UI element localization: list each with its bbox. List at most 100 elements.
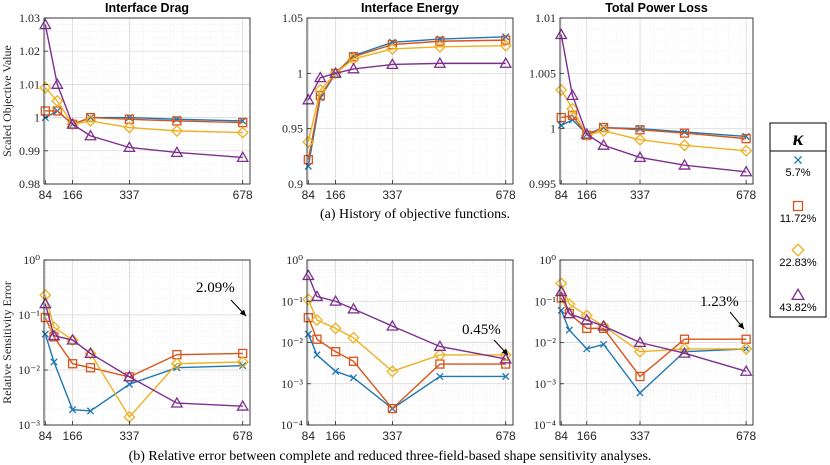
plot-area — [44, 18, 250, 184]
data-point — [680, 128, 689, 136]
x-tick-label: 166 — [326, 188, 346, 202]
data-point — [331, 367, 340, 375]
data-point — [580, 313, 594, 325]
data-point — [347, 62, 360, 74]
x-tick-label: 337 — [382, 429, 402, 443]
x-tick-label: 337 — [119, 429, 139, 443]
y-tick-label: 10⁻¹ — [534, 294, 556, 308]
y-tick-label: 10⁰ — [286, 253, 303, 267]
y-tick-label: 10⁻⁴ — [280, 418, 303, 432]
caption-a: (a) History of objective functions. — [320, 207, 510, 222]
legend-title: κ — [793, 128, 804, 150]
data-point — [303, 155, 313, 165]
annotation-arrowhead — [737, 322, 744, 329]
y-tick-label: 0.9 — [288, 177, 303, 191]
data-point — [678, 342, 691, 356]
data-point — [310, 313, 324, 327]
series-line — [307, 275, 506, 360]
x-tick-label: 84 — [302, 429, 316, 443]
series-43.82% — [554, 285, 753, 376]
data-point — [302, 135, 315, 149]
x-tick-label: 337 — [630, 188, 650, 202]
data-point — [329, 66, 342, 78]
y-tick-label: 10⁻² — [534, 336, 556, 350]
data-point — [123, 140, 136, 153]
x-tick-label: 84 — [302, 188, 316, 202]
axes-box — [306, 17, 514, 185]
series-43.82% — [554, 28, 753, 177]
series-line — [45, 110, 243, 126]
y-tick-label: 0.95 — [282, 122, 303, 136]
plot-area — [560, 18, 753, 184]
minor-grid — [560, 260, 753, 425]
legend-box — [769, 122, 827, 318]
data-point — [47, 329, 61, 341]
y-axis-label: Relative Sensitivity Error — [0, 281, 14, 404]
data-point — [66, 118, 79, 131]
data-point — [51, 94, 64, 108]
y-tick-label: 10⁰ — [539, 253, 556, 267]
data-point — [501, 35, 511, 45]
data-point — [67, 359, 78, 369]
data-point — [435, 36, 445, 46]
x-tick-label: 678 — [736, 188, 756, 202]
annotation-label: 0.45% — [462, 322, 501, 338]
data-point — [636, 389, 644, 397]
data-point — [236, 126, 249, 139]
y-tick-label: 1 — [550, 122, 556, 136]
data-point — [741, 133, 751, 144]
panel-b2: 10⁻⁴ 10⁻³ 10⁻² 10⁻¹ 10⁰ 84 166 337 678 0.45% — [280, 253, 516, 443]
y-tick-label: 1.03 — [19, 11, 40, 25]
chart-title: Total Power Loss — [605, 1, 708, 15]
axes-box — [43, 17, 251, 185]
data-point — [678, 346, 691, 358]
data-point — [41, 330, 49, 338]
data-point — [433, 40, 447, 53]
data-point — [313, 351, 321, 359]
legend-entry: 22.83% — [779, 243, 817, 269]
data-point — [556, 112, 566, 123]
y-tick-label: 1.005 — [529, 66, 556, 80]
square-marker — [792, 200, 804, 212]
series-5.7% — [41, 330, 247, 415]
series-line — [44, 317, 243, 378]
x-tick-label: 166 — [63, 188, 83, 202]
data-point — [678, 158, 691, 170]
panel-a1: 0.98 0.99 1 1.01 1.02 1.03 84 166 337 678 Interfac… — [0, 1, 253, 202]
series-43.82% — [302, 269, 513, 364]
x-tick-label: 337 — [382, 188, 402, 202]
x-tick-label: 84 — [39, 188, 53, 202]
series-43.82% — [39, 297, 250, 411]
data-point — [39, 297, 52, 309]
data-point — [436, 372, 444, 381]
y-tick-label: 0.99 — [19, 144, 40, 158]
data-point — [433, 348, 447, 362]
x-tick-label: 678 — [233, 188, 253, 202]
series-22.83% — [302, 293, 512, 378]
minor-grid — [44, 260, 250, 425]
data-point — [502, 33, 510, 41]
data-point — [502, 372, 510, 381]
x-tick-label: 678 — [496, 429, 516, 443]
legend-label: 5.7% — [785, 167, 810, 179]
data-point — [347, 302, 360, 314]
data-point — [170, 357, 184, 370]
series-line — [44, 303, 243, 407]
data-point — [499, 39, 512, 52]
panel-a3: 0.995 1 1.005 1.01 84 166 337 678 Total Power Lo… — [529, 1, 756, 202]
y-tick-label: 1.01 — [535, 11, 556, 25]
panel-b1: 10⁻³ 10⁻² 10⁻¹ 10⁰ 84 166 337 678 Relative Sensi… — [0, 253, 253, 443]
data-point — [554, 28, 568, 40]
data-point — [68, 406, 77, 414]
data-point — [40, 106, 50, 116]
data-point — [386, 319, 399, 331]
x-tick-label: 84 — [555, 188, 569, 202]
series-line — [560, 34, 747, 173]
data-point — [85, 363, 96, 373]
data-point — [499, 56, 513, 68]
y-tick-label: 1 — [297, 66, 303, 80]
data-point — [236, 355, 249, 369]
x-tick-label: 678 — [736, 429, 756, 443]
data-point — [433, 339, 447, 352]
data-point — [739, 364, 753, 376]
